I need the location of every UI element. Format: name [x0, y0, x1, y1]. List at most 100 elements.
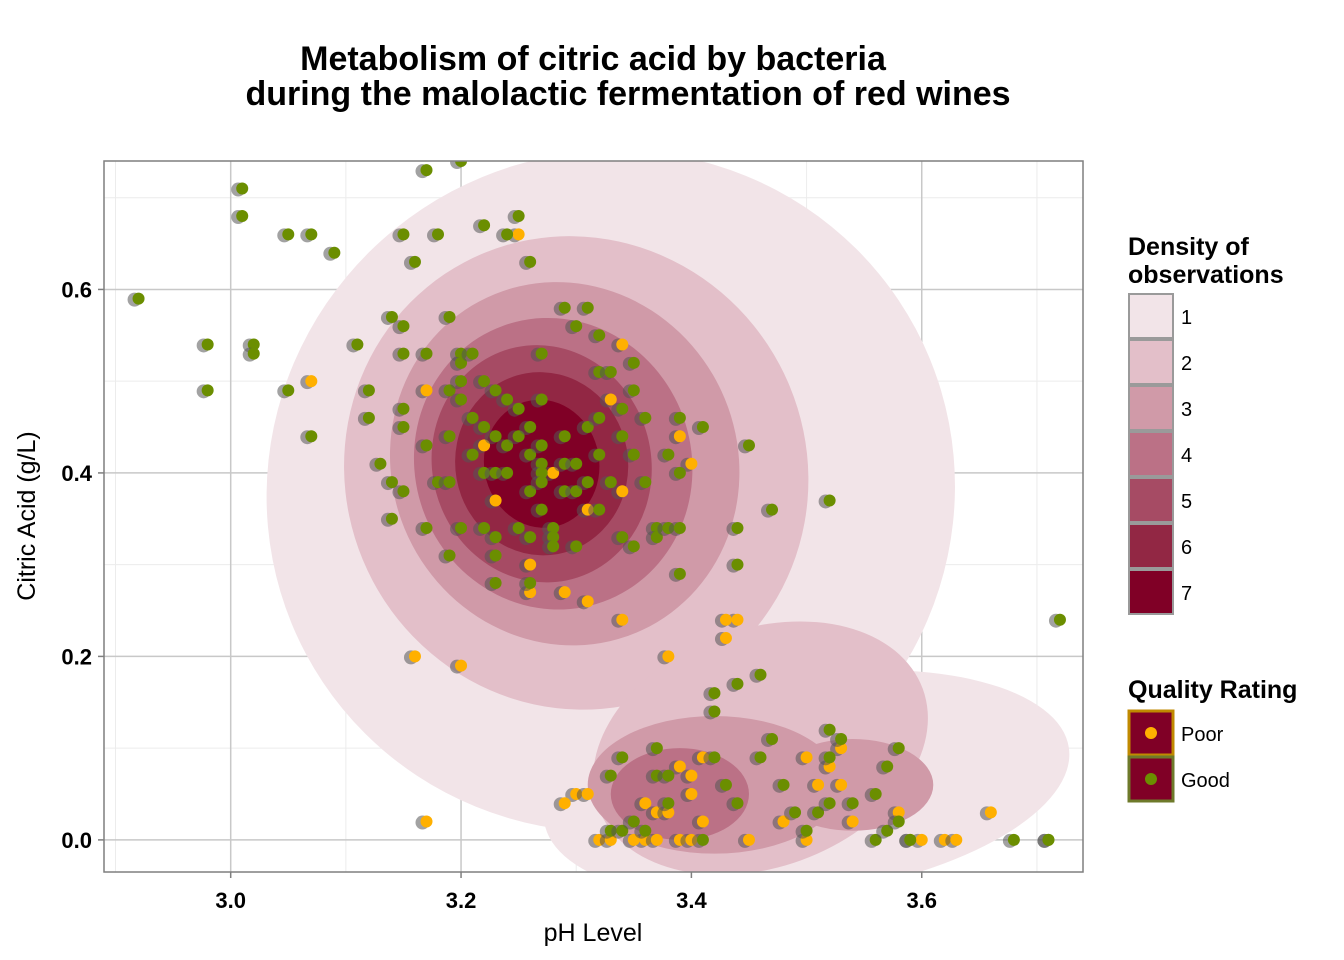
- density-legend-swatch: [1128, 339, 1174, 385]
- point-marker: [1042, 833, 1055, 846]
- point-poor: [737, 833, 755, 848]
- point-marker: [489, 549, 502, 562]
- point-marker: [201, 338, 214, 351]
- point-marker: [524, 255, 537, 268]
- point-poor: [403, 650, 421, 665]
- point-poor: [611, 338, 629, 353]
- point-good: [1037, 833, 1055, 848]
- point-marker: [742, 833, 755, 846]
- point-marker: [420, 347, 433, 360]
- point-marker: [535, 503, 548, 516]
- point-good: [588, 503, 606, 518]
- point-good: [450, 375, 468, 390]
- point-marker: [374, 457, 387, 470]
- point-good: [196, 384, 214, 399]
- point-good: [818, 751, 836, 766]
- density-legend-label: 4: [1181, 445, 1192, 467]
- point-marker: [604, 476, 617, 489]
- point-good: [703, 687, 721, 702]
- point-good: [668, 521, 686, 536]
- point-marker: [420, 521, 433, 534]
- quality-legend-marker: [1145, 773, 1157, 785]
- point-poor: [680, 457, 698, 472]
- point-good: [576, 301, 594, 316]
- point-good: [196, 338, 214, 353]
- point-good: [599, 769, 617, 784]
- density-legend-title-line-2: observations: [1128, 261, 1284, 289]
- point-marker: [558, 586, 571, 599]
- point-marker: [662, 650, 675, 663]
- point-marker: [512, 521, 525, 534]
- point-good: [484, 384, 502, 399]
- x-tick-label: 3.2: [446, 888, 477, 913]
- point-marker: [616, 402, 629, 415]
- point-marker: [593, 448, 606, 461]
- point-poor: [519, 558, 537, 573]
- point-good: [703, 751, 721, 766]
- density-legend-label: 7: [1181, 583, 1192, 605]
- point-marker: [570, 540, 583, 553]
- point-poor: [300, 375, 318, 390]
- point-marker: [362, 411, 375, 424]
- density-region-level-4: [610, 748, 749, 840]
- point-marker: [547, 521, 560, 534]
- point-good: [887, 815, 905, 830]
- point-poor: [645, 833, 663, 848]
- point-good: [507, 210, 525, 225]
- point-marker: [719, 778, 732, 791]
- chart-title-line-2: during the malolactic fermentation of re…: [245, 75, 1010, 113]
- plot-border: [103, 160, 1084, 873]
- point-marker: [639, 797, 652, 810]
- y-tick-label: 0.4: [61, 461, 92, 486]
- density-legend-swatch: [1128, 569, 1174, 615]
- point-good: [645, 742, 663, 757]
- point-good: [565, 320, 583, 335]
- point-poor: [668, 760, 686, 775]
- point-marker: [466, 411, 479, 424]
- point-marker: [616, 485, 629, 498]
- point-poor: [576, 788, 594, 803]
- point-marker: [524, 577, 537, 590]
- point-poor: [611, 485, 629, 500]
- point-good: [864, 788, 882, 803]
- point-marker: [455, 659, 468, 672]
- point-marker: [639, 411, 652, 424]
- point-good: [127, 292, 145, 307]
- density-legend: Density of observations 1 2 3 4 5 6 7: [1128, 233, 1284, 615]
- point-marker: [846, 797, 859, 810]
- point-good: [887, 742, 905, 757]
- point-good: [726, 521, 744, 536]
- point-good: [657, 448, 675, 463]
- point-marker: [385, 512, 398, 525]
- point-marker: [812, 778, 825, 791]
- point-poor: [979, 806, 997, 821]
- point-marker: [455, 161, 468, 167]
- point-good: [622, 540, 640, 555]
- point-poor: [576, 595, 594, 610]
- point-marker: [616, 613, 629, 626]
- point-good: [668, 567, 686, 582]
- quality-legend-title: Quality Rating: [1128, 676, 1297, 704]
- point-marker: [616, 531, 629, 544]
- point-good: [438, 430, 456, 445]
- point-marker: [328, 246, 341, 259]
- point-marker: [685, 457, 698, 470]
- point-marker: [984, 806, 997, 819]
- point-good: [657, 769, 675, 784]
- point-good: [622, 448, 640, 463]
- point-good: [691, 421, 709, 436]
- point-marker: [305, 430, 318, 443]
- point-poor: [691, 815, 709, 830]
- point-marker: [950, 833, 963, 846]
- point-marker: [593, 503, 606, 516]
- density-legend-label: 1: [1181, 307, 1192, 329]
- point-good: [530, 476, 548, 491]
- quality-legend-keys: Poor Good: [1127, 709, 1230, 803]
- point-good: [553, 430, 571, 445]
- point-marker: [708, 705, 721, 718]
- point-marker: [535, 393, 548, 406]
- point-good: [530, 503, 548, 518]
- point-good: [599, 366, 617, 381]
- point-poor: [714, 632, 732, 647]
